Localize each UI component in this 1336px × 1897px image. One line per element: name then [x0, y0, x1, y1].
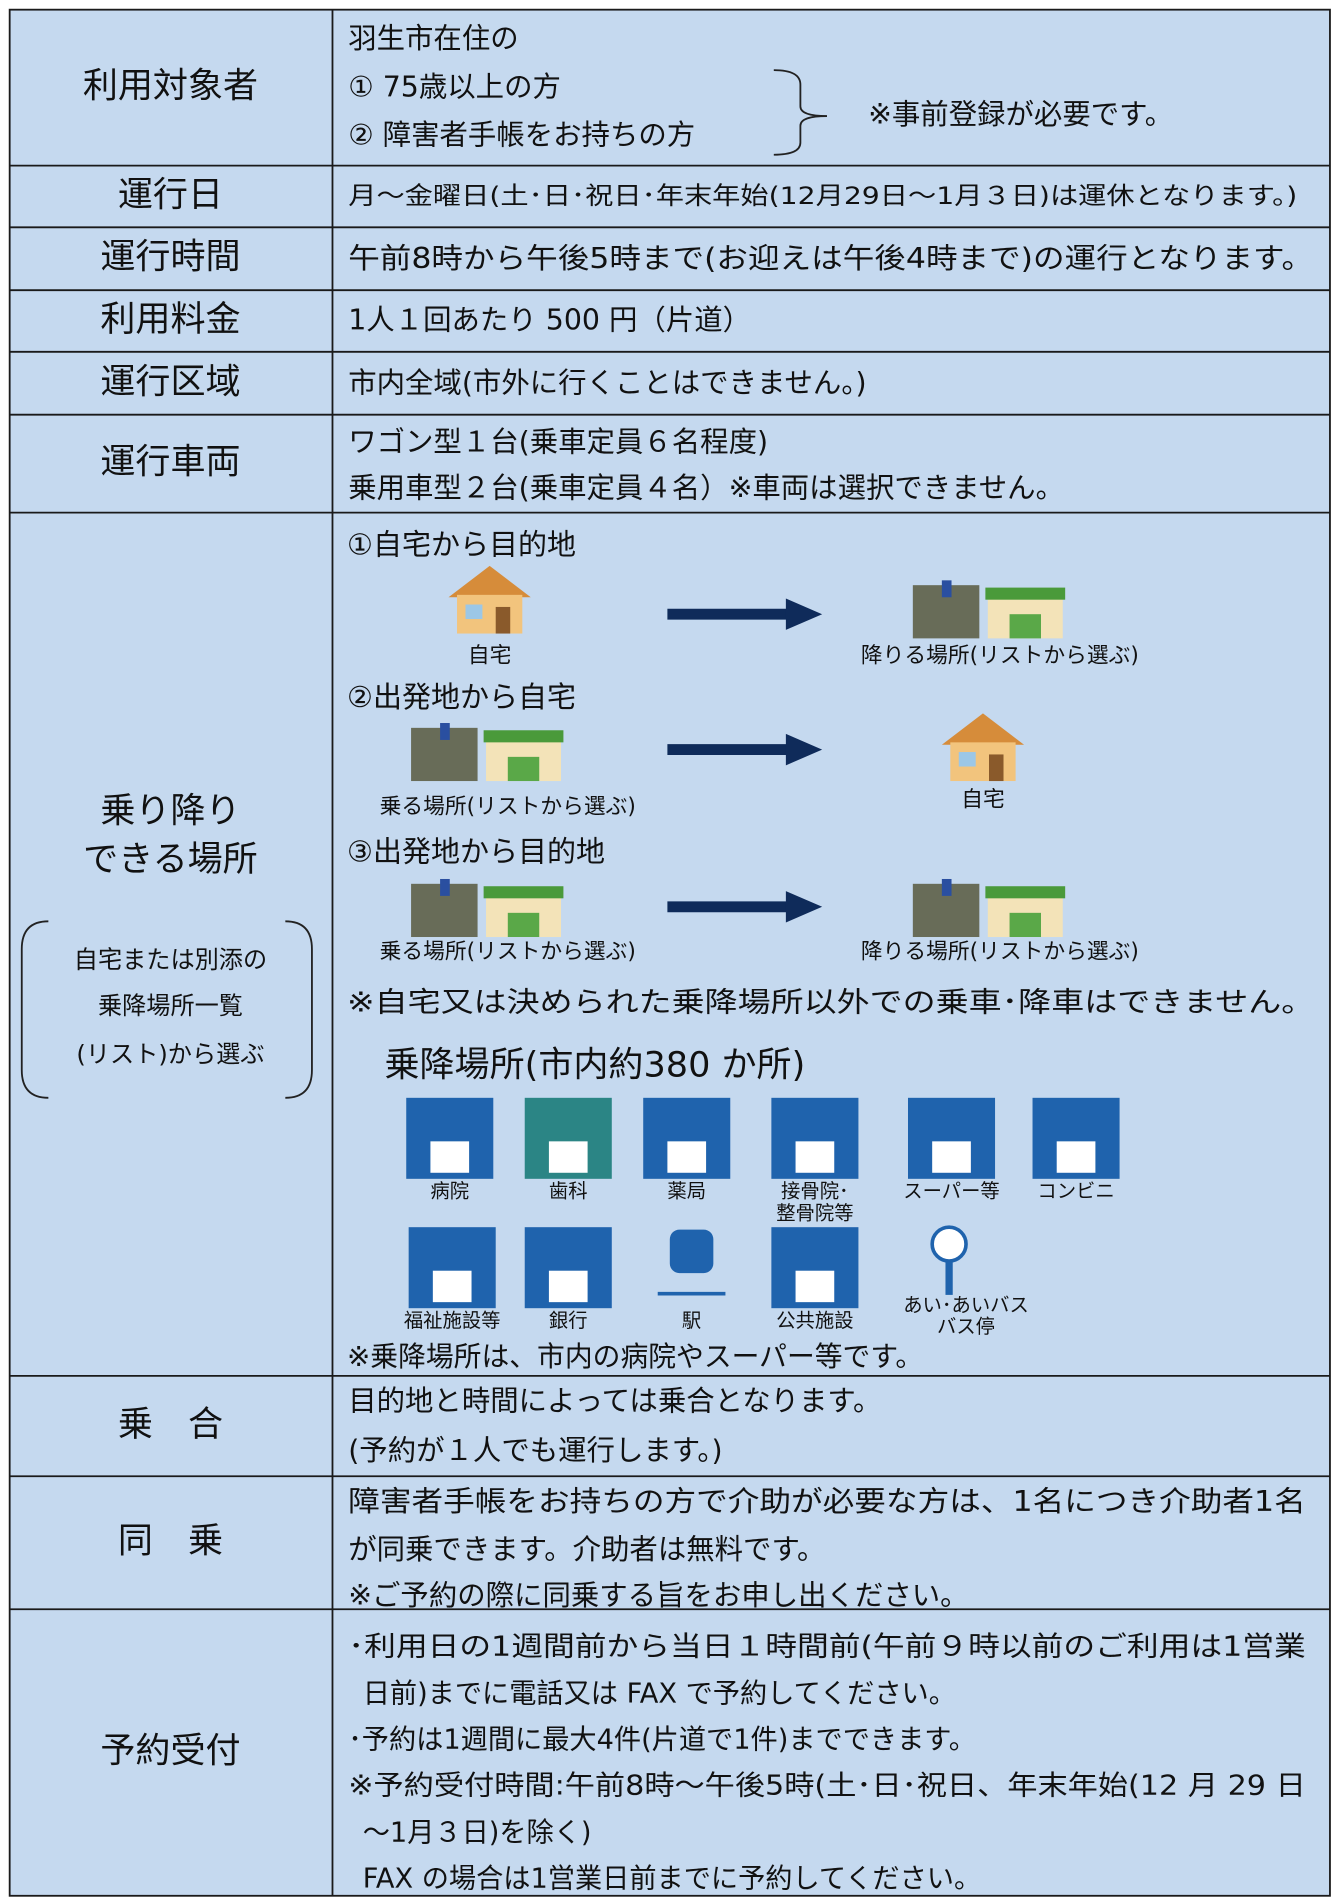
place-glyph	[667, 1141, 707, 1173]
row-label: 運行区域	[100, 361, 240, 402]
sub-label: 自宅または別添の	[74, 946, 267, 974]
row-label: 乗り降り	[100, 790, 240, 831]
market-awning	[985, 587, 1066, 600]
place-label: 歯科	[549, 1180, 588, 1203]
row-line: が同乗できます。介助者は無料です。	[348, 1533, 825, 1566]
house-door	[989, 754, 1004, 782]
place-label: 接骨院･	[781, 1180, 849, 1203]
row-label: 利用料金	[100, 299, 240, 340]
row-label: 運行日	[118, 174, 223, 215]
place-label: スーパー等	[903, 1180, 999, 1203]
market-door	[507, 756, 540, 782]
paren-left	[20, 920, 49, 1099]
route-to: 自宅	[961, 787, 1005, 812]
arrow-head	[785, 733, 823, 766]
row-note: ※事前登録が必要です。	[868, 98, 1173, 131]
place-label: 駅	[682, 1309, 701, 1332]
route-to: 降りる場所(リストから選ぶ)	[861, 644, 1139, 669]
house-window	[465, 604, 483, 620]
place-glyph	[932, 1141, 971, 1173]
market-door	[507, 912, 540, 938]
place-glyph	[795, 1270, 835, 1303]
row-label: 運行時間	[100, 237, 240, 278]
place-label: 薬局	[667, 1180, 706, 1203]
paren-right	[285, 920, 313, 1099]
sub-label: (リスト)から選ぶ	[76, 1041, 264, 1069]
bus-pole	[945, 1261, 953, 1295]
route-from: 自宅	[468, 644, 512, 669]
row-line: 羽生市在住の	[348, 22, 518, 55]
row-line: 市内全域(市外に行くことはできません。)	[348, 366, 866, 399]
house-door	[495, 606, 511, 634]
place-glyph	[548, 1141, 588, 1173]
row-line: FAX の場合は1営業日前までに予約してください。	[363, 1864, 981, 1895]
place-glyph	[1056, 1141, 1096, 1173]
footer-note: ※乗降場所は、市内の病院やスーパー等です。	[347, 1340, 923, 1373]
row-line: 目的地と時間によっては乗合となります。	[348, 1384, 881, 1417]
row-line: ※予約受付時間:午前8時～午後5時(土･日･祝日、年末年始(12 月 29 日	[348, 1770, 1306, 1801]
route-title: ①自宅から目的地	[347, 527, 576, 561]
sub-label: 乗降場所一覧	[98, 992, 243, 1020]
place-label: 病院	[430, 1180, 469, 1203]
route-from: 乗る場所(リストから選ぶ)	[380, 940, 636, 965]
row-line: 午前8時から午後5時まで(お迎えは午後4時まで)の運行となります。	[348, 242, 1313, 275]
table-bg	[8, 8, 1331, 1897]
route-title: ③出発地から目的地	[347, 835, 605, 869]
hospital-cross	[941, 580, 952, 598]
places-title: 乗降場所(市内約380 か所)	[384, 1044, 805, 1085]
place-glyph	[548, 1270, 588, 1303]
row-line: 日前)までに電話又は FAX で予約してください。	[363, 1679, 956, 1710]
row-line: ② 障害者手帳をお持ちの方	[348, 119, 695, 152]
row-label: 運行車両	[100, 442, 240, 483]
market-awning	[985, 886, 1066, 899]
row-line: ワゴン型１台(乗車定員６名程度)	[348, 426, 768, 459]
house-roof	[941, 713, 1025, 745]
place-glyph	[432, 1270, 472, 1303]
notice: ※自宅又は決められた乗降場所以外での乗車･降車はできません。	[347, 986, 1314, 1019]
row-label: 同 乗	[118, 1521, 223, 1562]
place-label: 整骨院等	[776, 1201, 853, 1224]
place-label: バス停	[937, 1315, 995, 1338]
row-line: 1人１回あたり 500 円（片道）	[348, 304, 751, 337]
brace	[773, 69, 827, 156]
row-line: ※ご予約の際に同乗する旨をお申し出ください。	[348, 1579, 968, 1612]
bus-sign	[930, 1225, 968, 1263]
house-window	[958, 752, 976, 767]
place-label: コンビニ	[1037, 1180, 1114, 1203]
arrow-head	[785, 891, 823, 923]
place-label: 福祉施設等	[404, 1309, 501, 1332]
place-glyph	[795, 1141, 835, 1173]
place-glyph	[430, 1141, 470, 1173]
row-line: ① 75歳以上の方	[348, 70, 561, 103]
market-awning	[483, 730, 564, 743]
market-door	[1009, 912, 1041, 938]
row-line: 月～金曜日(土･日･祝日･年末年始(12月29日～1月３日)は運休となります。)	[348, 182, 1297, 210]
house-roof	[448, 565, 531, 598]
row-label: 利用対象者	[83, 66, 258, 107]
route-from: 乗る場所(リストから選ぶ)	[380, 795, 636, 820]
place-label: 公共施設	[776, 1309, 853, 1332]
row-line: 乗用車型２台(乗車定員４名）※車両は選択できません。	[348, 472, 1064, 505]
hospital-cross	[440, 723, 450, 740]
arrow-head	[785, 598, 823, 630]
row-label: 予約受付	[100, 1731, 240, 1772]
train	[669, 1229, 714, 1274]
row-line: 障害者手帳をお持ちの方で介助が必要な方は、1名につき介助者1名	[348, 1485, 1306, 1518]
row-line: ～1月３日)を除く)	[363, 1818, 592, 1849]
row-line: ･利用日の1週間前から当日１時間前(午前９時以前のご利用は1営業	[348, 1631, 1306, 1662]
hospital-cross	[440, 878, 450, 896]
row-line: ･予約は1週間に最大4件(片道で1件)までできます。	[348, 1725, 976, 1756]
place-label: 銀行	[549, 1309, 588, 1332]
market-awning	[483, 886, 564, 899]
hospital-cross	[941, 878, 952, 896]
row-label: できる場所	[83, 839, 258, 880]
route-title: ②出発地から自宅	[347, 680, 576, 714]
place-label: あい･あいバス	[903, 1293, 1029, 1316]
row-label: 乗 合	[118, 1404, 223, 1445]
route-to: 降りる場所(リストから選ぶ)	[861, 940, 1139, 965]
market-door	[1009, 614, 1041, 639]
row-line: (予約が１人でも運行します。)	[348, 1434, 722, 1467]
